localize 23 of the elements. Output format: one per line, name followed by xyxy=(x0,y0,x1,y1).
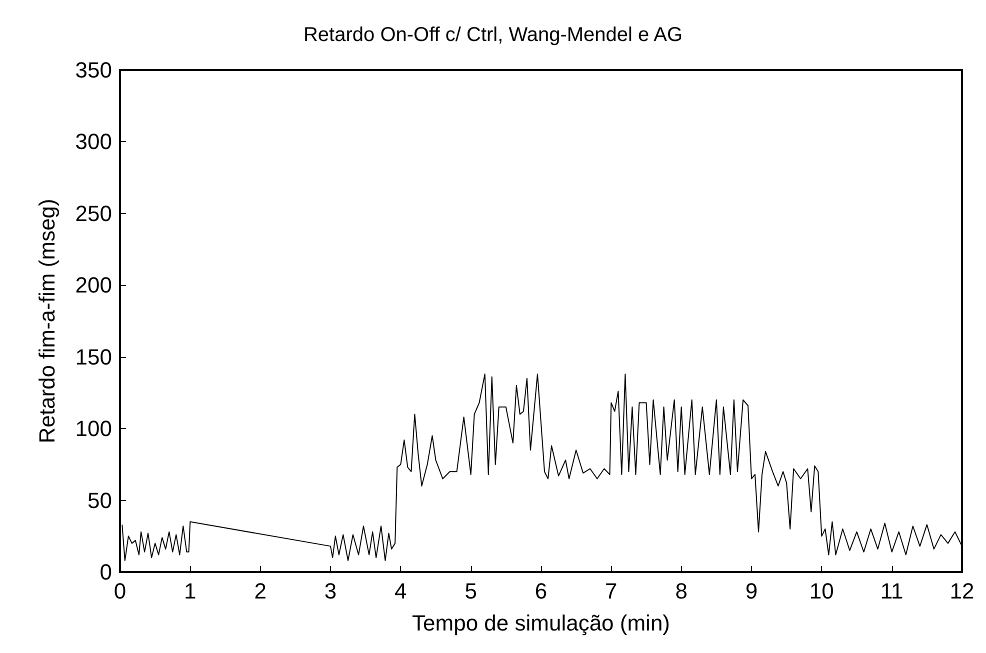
x-tick-label: 5 xyxy=(464,578,477,604)
x-tick-label: 10 xyxy=(809,578,834,604)
x-tick-label: 7 xyxy=(605,578,618,604)
x-tick-label: 12 xyxy=(950,578,974,604)
y-tick-label: 300 xyxy=(75,129,112,154)
x-tick-label: 6 xyxy=(534,578,548,604)
x-tick-label: 8 xyxy=(675,578,688,604)
y-tick-label: 350 xyxy=(75,58,112,82)
x-axis-title: Tempo de simulação (min) xyxy=(412,610,670,636)
x-tick-label: 3 xyxy=(324,578,337,604)
y-tick-label: 200 xyxy=(75,272,112,298)
y-tick-label: 150 xyxy=(75,344,112,370)
y-tick-label: 100 xyxy=(75,416,112,442)
y-axis-title: Retardo fim-a-fim (mseg) xyxy=(34,198,60,444)
y-tick-label: 50 xyxy=(88,488,112,513)
x-tick-label: 4 xyxy=(394,578,407,604)
y-tick-label: 250 xyxy=(75,200,112,226)
x-tick-label: 2 xyxy=(254,578,266,604)
y-tick-label: 0 xyxy=(100,560,112,584)
x-tick-label: 9 xyxy=(745,578,758,604)
chart-title: Retardo On-Off c/ Ctrl, Wang-Mendel e AG xyxy=(303,24,683,46)
x-tick-label: 1 xyxy=(184,578,196,604)
x-tick-label: 11 xyxy=(880,578,904,604)
